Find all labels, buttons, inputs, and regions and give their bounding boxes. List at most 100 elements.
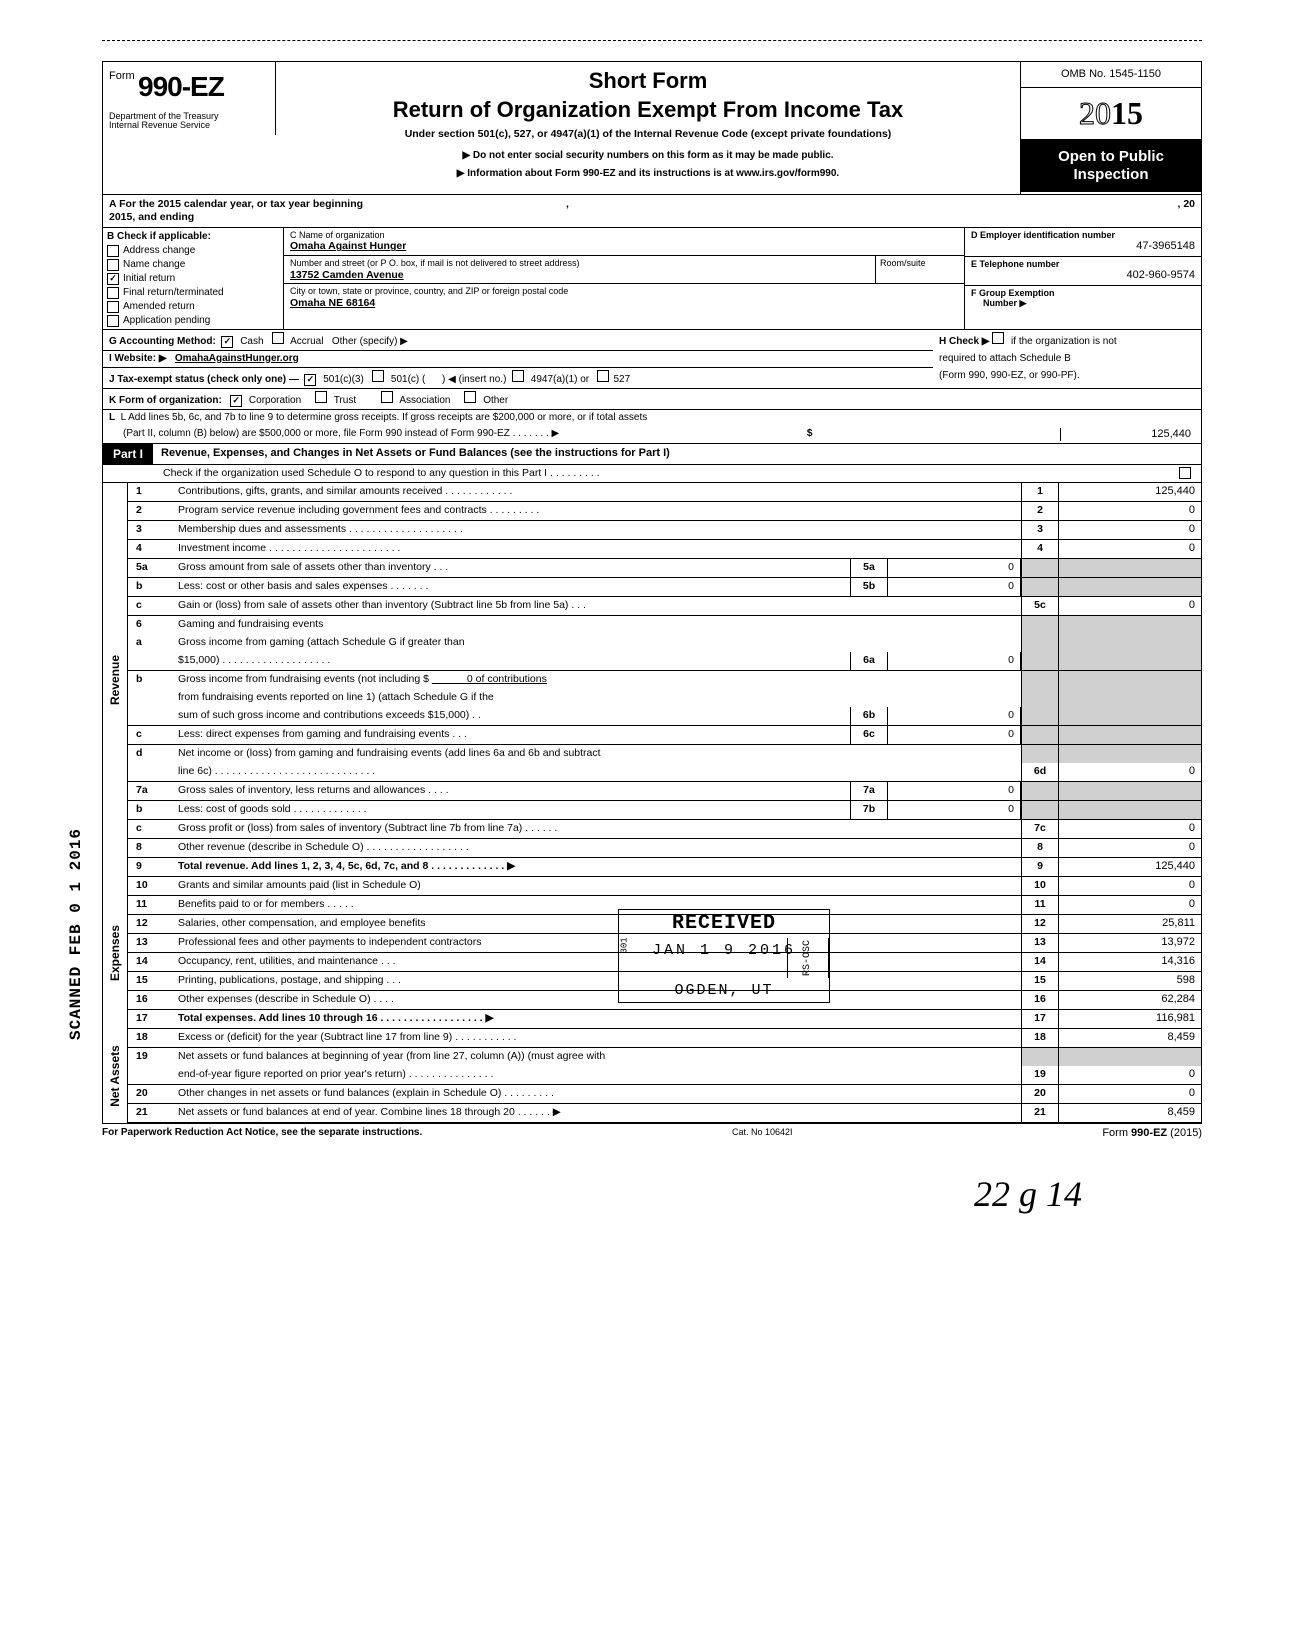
open-public-badge: Open to Public Inspection	[1021, 140, 1201, 192]
line-num: 4	[128, 540, 174, 558]
mid-box: 5b	[850, 578, 888, 596]
b-check[interactable]	[107, 287, 119, 299]
part1-check-text: Check if the organization used Schedule …	[163, 467, 600, 479]
footer: For Paperwork Reduction Act Notice, see …	[102, 1124, 1202, 1143]
right-shade	[1021, 1048, 1059, 1066]
line-num: 2	[128, 502, 174, 520]
line-num: 7a	[128, 782, 174, 800]
g-accrual-check[interactable]	[272, 332, 284, 344]
line-row: 17 Total expenses. Add lines 10 through …	[128, 1010, 1201, 1029]
mid-val: 0	[888, 726, 1021, 744]
expenses-side-text: Expenses	[108, 925, 122, 981]
k-other-check[interactable]	[464, 391, 476, 403]
line-num: a	[128, 634, 174, 652]
line-desc: end-of-year figure reported on prior yea…	[174, 1066, 1021, 1084]
line-right-num: 14	[1021, 953, 1059, 971]
line-right-num: 20	[1021, 1085, 1059, 1103]
line-right-num: 5c	[1021, 597, 1059, 615]
line-right-val: 0	[1059, 1085, 1201, 1103]
k-label: K Form of organization:	[109, 395, 222, 406]
line-row: 2 Program service revenue including gove…	[128, 502, 1201, 521]
line-row: 10 Grants and similar amounts paid (list…	[128, 877, 1201, 896]
b-check[interactable]	[107, 245, 119, 257]
line-row: a Gross income from gaming (attach Sched…	[128, 634, 1201, 652]
part1-badge: Part I	[103, 444, 153, 464]
line-desc: from fundraising events reported on line…	[174, 689, 1021, 707]
k-trust-check[interactable]	[315, 391, 327, 403]
footer-right: Form 990-EZ (2015)	[1102, 1127, 1202, 1140]
row-a-right: , 20	[595, 195, 1201, 226]
part1-check-box[interactable]	[1179, 467, 1191, 479]
mid-val: 0	[888, 559, 1021, 577]
h-cont1: required to attach Schedule B	[933, 351, 1201, 368]
mid-val: 0	[888, 707, 1021, 725]
c-name-value: Omaha Against Hunger	[290, 240, 958, 253]
j-c-check[interactable]	[372, 370, 384, 382]
e-tel-value: 402-960-9574	[971, 269, 1195, 282]
f-group: F Group Exemption Number ▶	[965, 286, 1201, 312]
line-right-num: 15	[1021, 972, 1059, 990]
b-check-label: Amended return	[123, 301, 195, 313]
d-ein: D Employer identification number 47-3965…	[965, 228, 1201, 257]
line-desc: Less: cost or other basis and sales expe…	[174, 578, 850, 596]
line-num: 17	[128, 1010, 174, 1028]
j-c3-check[interactable]: ✓	[304, 374, 316, 386]
scanned-stamp-sidebar: SCANNED FEB 0 1 2016	[67, 828, 86, 1040]
b-check-row: Final return/terminated	[107, 287, 279, 299]
right-val-shade	[1059, 559, 1201, 577]
e-tel: E Telephone number 402-960-9574	[965, 257, 1201, 286]
line-right-num: 1	[1021, 483, 1059, 501]
j-527-check[interactable]	[597, 370, 609, 382]
right-shade-val	[1059, 616, 1201, 634]
line-desc: Other changes in net assets or fund bala…	[174, 1085, 1021, 1103]
j-527: 527	[613, 374, 630, 385]
col-def: D Employer identification number 47-3965…	[965, 228, 1201, 329]
mid-val: 0	[888, 801, 1021, 819]
line-num: 10	[128, 877, 174, 895]
mid-box: 7b	[850, 801, 888, 819]
mid-box: 7a	[850, 782, 888, 800]
g-cash-check[interactable]: ✓	[221, 336, 233, 348]
b-check[interactable]	[107, 301, 119, 313]
line-desc: Net assets or fund balances at end of ye…	[174, 1104, 1021, 1122]
e-tel-label: E Telephone number	[971, 259, 1195, 270]
l-text2: (Part II, column (B) below) are $500,000…	[109, 428, 559, 441]
line-num: 18	[128, 1029, 174, 1047]
k-assoc-check[interactable]	[381, 391, 393, 403]
header-right: OMB No. 1545-1150 2015 Open to Public In…	[1021, 62, 1201, 192]
k-corp-check[interactable]: ✓	[230, 395, 242, 407]
right-val-shade	[1059, 578, 1201, 596]
line-row: 4 Investment income . . . . . . . . . . …	[128, 540, 1201, 559]
section-bcdef: B Check if applicable: Address changeNam…	[102, 228, 1202, 330]
c-street-row: Number and street (or P O. box, if mail …	[284, 256, 964, 284]
b-check[interactable]: ✓	[107, 273, 119, 285]
line-row: b Less: cost or other basis and sales ex…	[128, 578, 1201, 597]
right-val-shade	[1059, 801, 1201, 819]
line-row: 19 Net assets or fund balances at beginn…	[128, 1048, 1201, 1066]
subtitle: Under section 501(c), 527, or 4947(a)(1)…	[286, 128, 1010, 141]
k-other: Other	[483, 395, 508, 406]
line-j: J Tax-exempt status (check only one) — ✓…	[103, 368, 933, 389]
right-shade	[1021, 634, 1059, 652]
b-check[interactable]	[107, 259, 119, 271]
line-k: K Form of organization: ✓ Corporation Tr…	[102, 389, 1202, 410]
line-desc: Benefits paid to or for members . . . . …	[174, 896, 1021, 914]
h-check[interactable]	[992, 332, 1004, 344]
line-num: 15	[128, 972, 174, 990]
line-num: 8	[128, 839, 174, 857]
revenue-table: Revenue 1 Contributions, gifts, grants, …	[102, 483, 1202, 877]
line-desc: Excess or (deficit) for the year (Subtra…	[174, 1029, 1021, 1047]
revenue-side-text: Revenue	[108, 655, 122, 705]
line-desc: Gross profit or (loss) from sales of inv…	[174, 820, 1021, 838]
line-l-2: (Part II, column (B) below) are $500,000…	[102, 426, 1202, 444]
b-check-label: Name change	[123, 259, 185, 271]
d-ein-value: 47-3965148	[971, 240, 1195, 253]
mid-val: 0	[888, 782, 1021, 800]
short-form-title: Short Form	[286, 68, 1010, 94]
line-row: c Gain or (loss) from sale of assets oth…	[128, 597, 1201, 616]
i-label: I Website: ▶	[109, 353, 167, 364]
line-num: 13	[128, 934, 174, 952]
j-4947-check[interactable]	[512, 370, 524, 382]
b-check[interactable]	[107, 315, 119, 327]
b-check-row: Amended return	[107, 301, 279, 313]
